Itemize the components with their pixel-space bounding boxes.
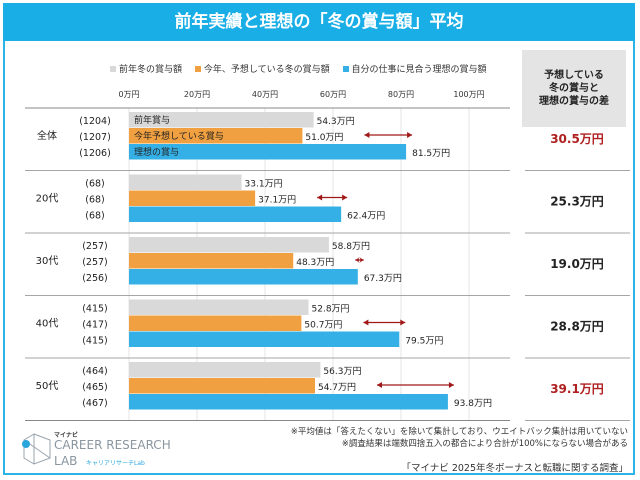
sample-size: (415) <box>82 304 108 315</box>
bar-prev <box>129 112 314 128</box>
sample-size: (464) <box>82 366 108 377</box>
bar-ideal <box>129 144 407 160</box>
note-1: ※平均値は「答えたくない」を除いて集計しており、ウエイトバック集計は用いていない <box>290 427 628 437</box>
category-label: 40代 <box>36 318 59 330</box>
legend-swatch-expected <box>194 66 201 72</box>
sample-size: (257) <box>82 257 108 268</box>
sample-size: (256) <box>82 273 108 284</box>
bar-inline-label: 前年賞与 <box>134 114 170 126</box>
bar-prev <box>129 362 321 378</box>
note-2: ※調査結果は端数四捨五入の都合により合計が100%にならない場合がある <box>341 439 628 449</box>
sample-size: (1206) <box>79 148 111 159</box>
bar-ideal <box>129 394 448 410</box>
bar-expected <box>129 378 315 394</box>
source: 「マイナビ 2025年冬ボーナスと転職に関する調査」 <box>401 463 628 474</box>
data-label: 56.3万円 <box>323 366 361 377</box>
data-label: 67.3万円 <box>364 273 402 284</box>
data-label: 54.3万円 <box>317 116 355 127</box>
legend-swatch-ideal <box>342 66 349 72</box>
logo-line2: LAB <box>54 454 78 468</box>
x-tick-label: 80万円 <box>388 90 414 99</box>
legend-swatch-prev <box>110 66 116 72</box>
logo-brand: マイナビ <box>54 432 78 439</box>
category-label: 50代 <box>36 380 59 392</box>
data-label: 52.8万円 <box>312 304 350 315</box>
diff-value: 25.3万円 <box>550 195 604 209</box>
sample-size: (415) <box>82 336 108 347</box>
sample-size: (68) <box>85 211 105 222</box>
data-label: 51.0万円 <box>305 132 343 143</box>
data-label: 33.1万円 <box>245 179 283 190</box>
logo-sub: キャリアリサーチLab <box>86 460 145 467</box>
data-label: 50.7万円 <box>304 320 342 331</box>
diff-value: 39.1万円 <box>550 382 604 396</box>
bar-expected <box>129 253 294 269</box>
diff-value: 19.0万円 <box>550 257 604 271</box>
x-tick-label: 0万円 <box>118 90 139 99</box>
data-label: 48.3万円 <box>296 257 334 268</box>
sample-size: (417) <box>82 320 108 331</box>
arrow-head <box>355 257 364 263</box>
data-label: 54.7万円 <box>318 382 356 393</box>
data-label: 93.8万円 <box>454 398 492 409</box>
category-label: 全体 <box>37 129 57 142</box>
bar-prev <box>129 299 309 315</box>
sample-size: (68) <box>85 179 105 190</box>
category-label: 20代 <box>36 193 59 205</box>
bar-ideal <box>129 269 358 285</box>
logo-line1: CAREER RESEARCH <box>54 438 171 452</box>
bar-inline-label: 理想の賞与 <box>134 146 179 158</box>
diff-value: 28.8万円 <box>550 320 604 334</box>
legend-expected: 今年、予想している冬の賞与額 <box>203 65 330 75</box>
logo-cube-icon <box>22 433 51 465</box>
bar-prev <box>129 174 242 190</box>
bar-expected <box>129 315 302 331</box>
chart-title: 前年実績と理想の「冬の賞与額」平均 <box>3 3 635 41</box>
sample-size: (465) <box>82 382 108 393</box>
data-label: 62.4万円 <box>347 211 385 222</box>
sample-size: (68) <box>85 195 105 206</box>
bar-ideal <box>129 206 342 222</box>
bar-prev <box>129 237 329 253</box>
diff-value: 30.5万円 <box>550 132 604 146</box>
data-label: 79.5万円 <box>405 336 443 347</box>
x-tick-label: 20万円 <box>184 90 210 99</box>
legend-ideal: 自分の仕事に見合う理想の賞与額 <box>351 65 487 75</box>
data-label: 58.8万円 <box>332 241 370 252</box>
sample-size: (1204) <box>79 116 111 127</box>
legend: 前年冬の賞与額 今年、予想している冬の賞与額 自分の仕事に見合う理想の賞与額 <box>100 62 487 75</box>
bar-inline-label: 今年予想している賞与 <box>134 130 224 142</box>
diff-column-header: 予想している 冬の賞与と 理想の賞与の差 <box>522 50 626 127</box>
sample-size: (467) <box>82 398 108 409</box>
data-label: 37.1万円 <box>258 195 296 206</box>
arrow-head <box>364 132 413 138</box>
bar-expected <box>129 190 256 206</box>
bar-ideal <box>129 331 400 347</box>
x-tick-label: 60万円 <box>320 90 346 99</box>
arrow-head <box>363 319 406 326</box>
bar-expected <box>129 128 303 144</box>
category-label: 30代 <box>36 255 59 267</box>
data-label: 81.5万円 <box>412 148 450 159</box>
sample-size: (257) <box>82 241 108 252</box>
x-tick-label: 40万円 <box>252 90 278 99</box>
x-tick-label: 100万円 <box>453 90 484 99</box>
sample-size: (1207) <box>79 132 111 143</box>
legend-prev: 前年冬の賞与額 <box>119 65 183 75</box>
